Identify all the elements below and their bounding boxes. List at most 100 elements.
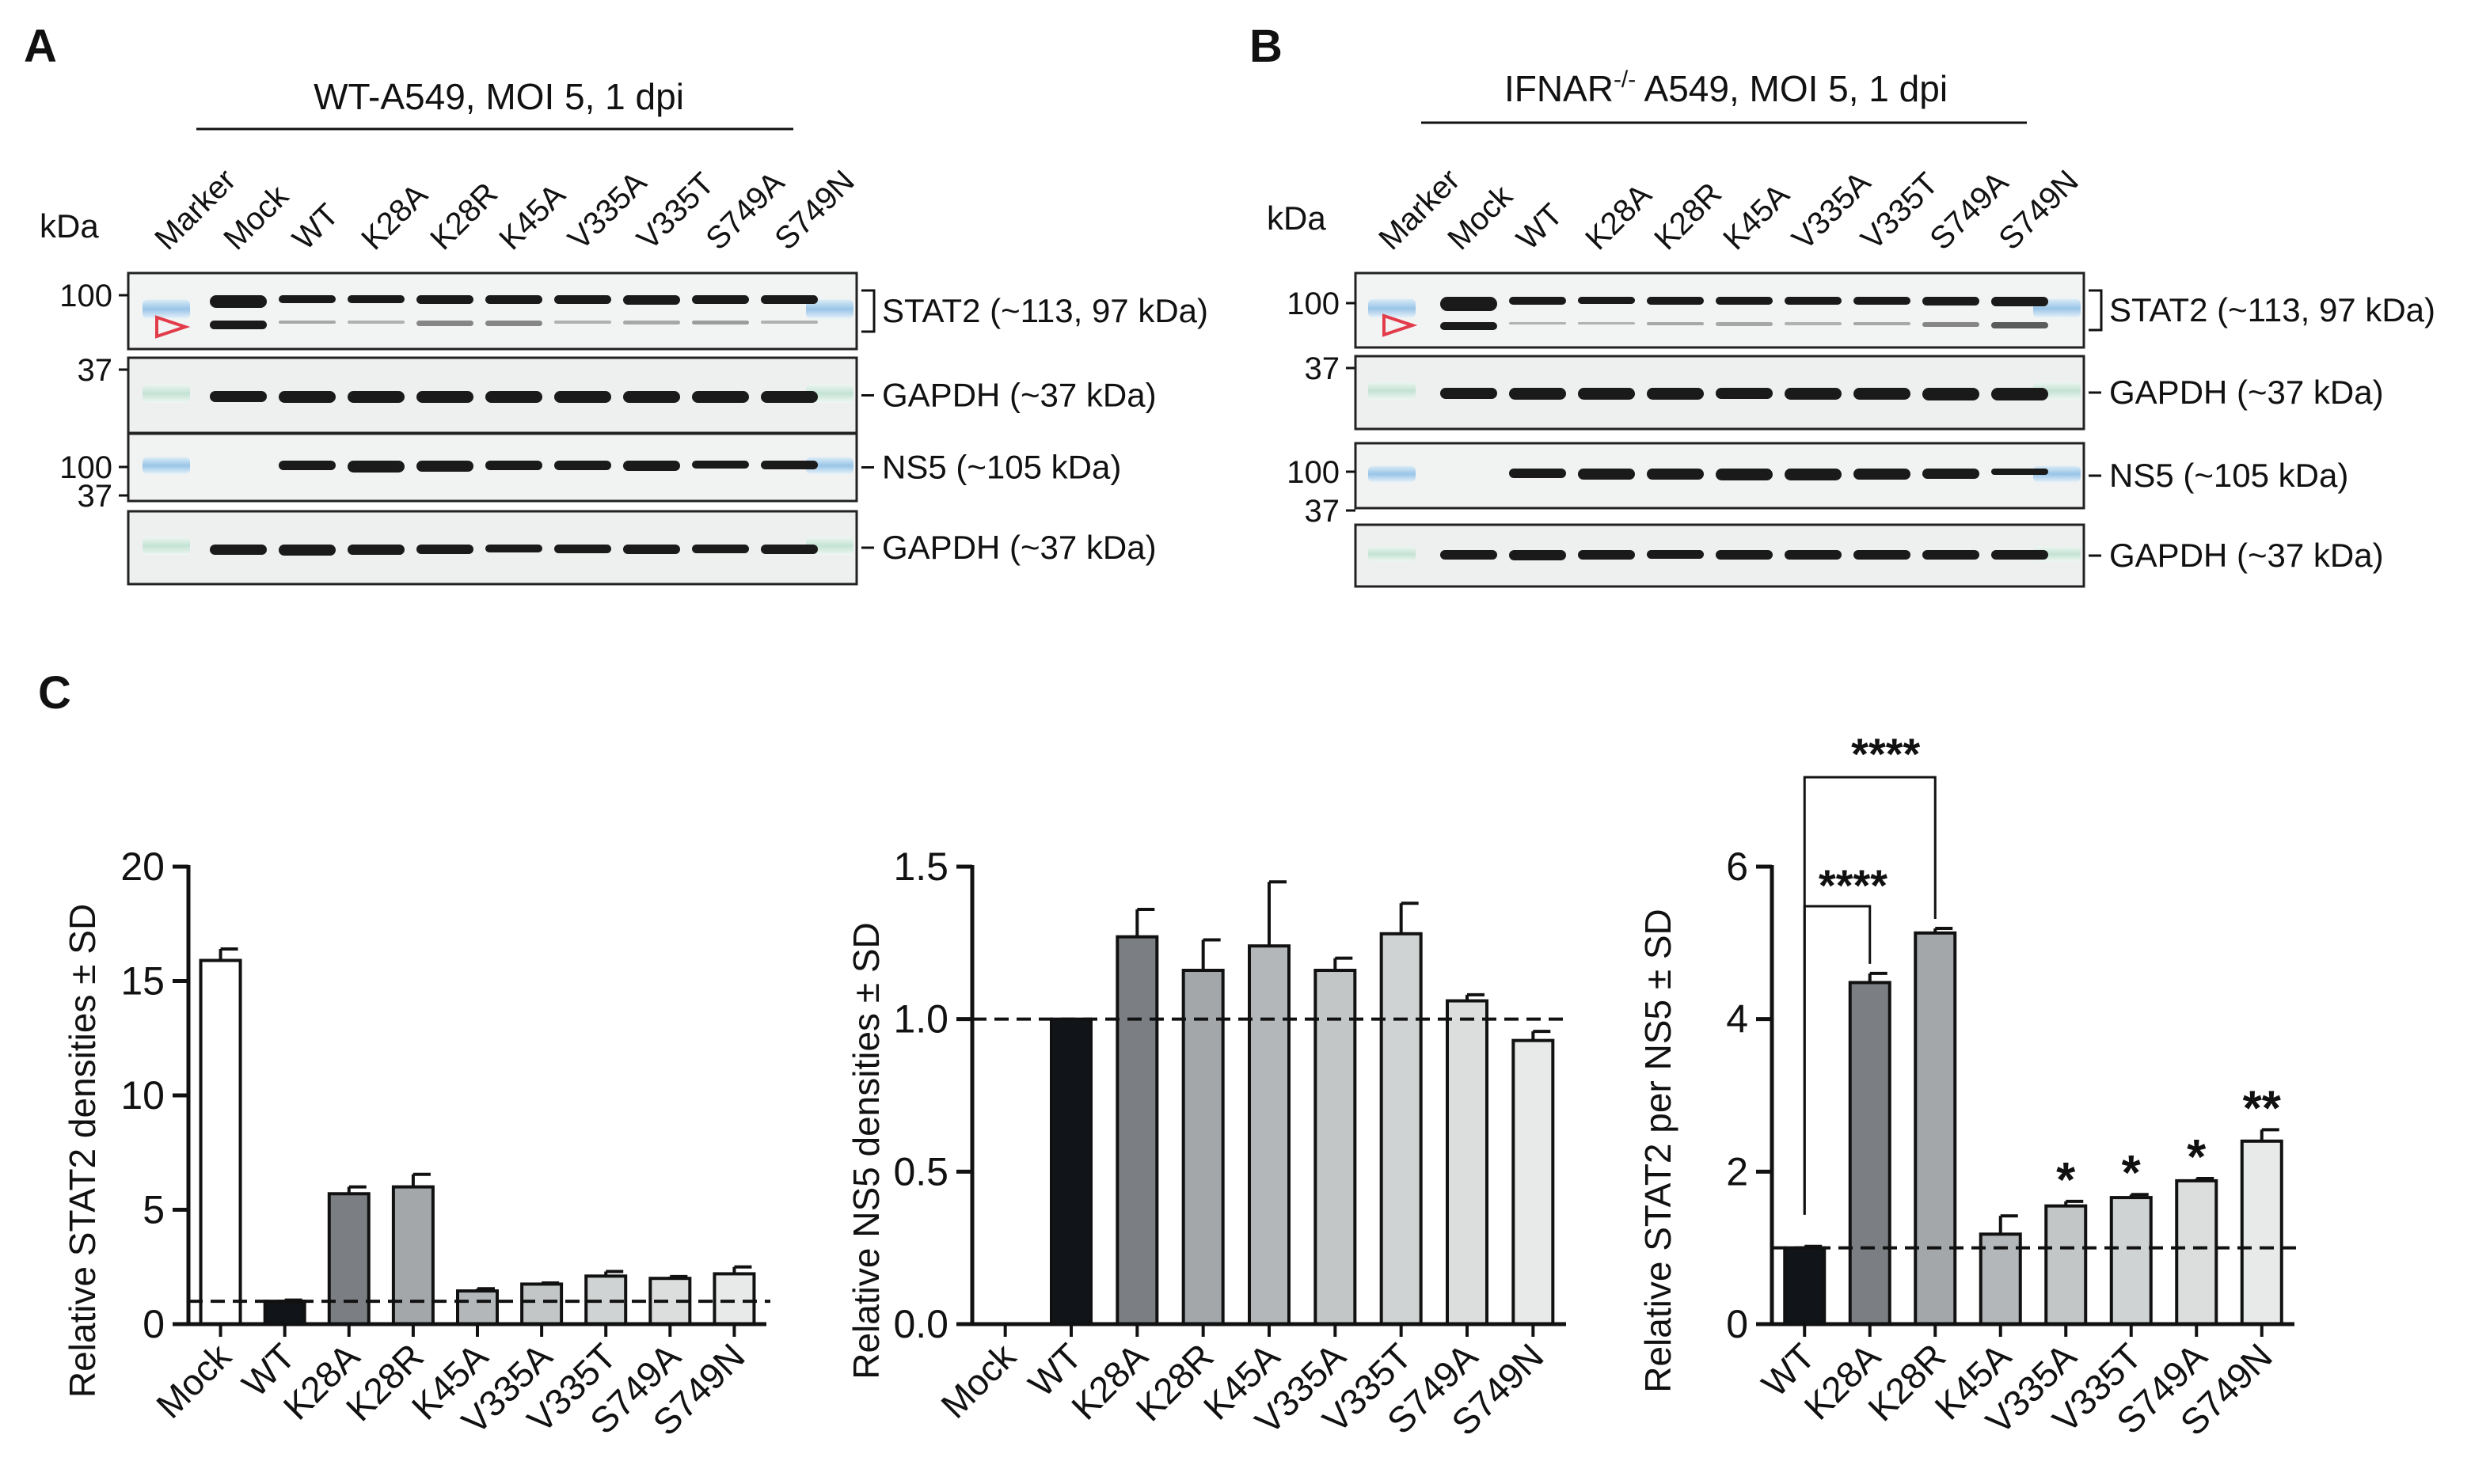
- blot-band: [1578, 322, 1635, 325]
- x-tick-label: K28R: [1128, 1335, 1222, 1429]
- blot-band: [554, 295, 611, 304]
- blot-band: [1785, 550, 1842, 560]
- ladder-smudge: [806, 299, 853, 319]
- band-bracket: [861, 289, 876, 333]
- y-tick-label: 0: [1726, 1302, 1748, 1346]
- blot-band: [416, 545, 473, 554]
- blot-band: [1922, 469, 1979, 479]
- blot-band: [1991, 388, 2048, 400]
- ladder-smudge: [143, 384, 190, 403]
- bar: [1783, 1246, 1827, 1326]
- blot-band: [485, 321, 542, 326]
- blot-band: [210, 321, 267, 329]
- blot-strip: 37 GAPDH (~37 kDa): [1305, 494, 2384, 588]
- marker-size-label: 100: [1287, 455, 1340, 490]
- significance-marker: **: [2243, 1081, 2282, 1136]
- blot-band: [1509, 469, 1566, 478]
- blot-band: [623, 295, 680, 305]
- lane-label: V335A: [1785, 165, 1877, 256]
- blot-band: [1578, 550, 1635, 560]
- blot-band: [1785, 297, 1842, 305]
- panel-b-kda-label: kDa: [1267, 199, 1326, 237]
- lane-label: WT: [1510, 197, 1569, 256]
- blot-band: [623, 321, 680, 325]
- blot-band: [1853, 388, 1910, 400]
- blot-band: [1922, 388, 1979, 400]
- blot-band: [761, 321, 818, 324]
- blot-band: [554, 321, 611, 324]
- bar: [1181, 969, 1225, 1326]
- blot-band: [348, 321, 405, 324]
- blot-band: [210, 391, 267, 402]
- blot-band: [623, 545, 680, 554]
- blot-band: [761, 391, 818, 403]
- y-tick-label: 20: [120, 844, 165, 889]
- blot-band: [1716, 469, 1773, 480]
- chart-stat2-densities: 05101520MockWTK28AK28RK45AV335AV335TS749…: [62, 844, 770, 1444]
- ladder-smudge: [1368, 298, 1416, 318]
- blot-band: [416, 391, 473, 403]
- bar: [1511, 1038, 1555, 1326]
- blot-band: [761, 461, 818, 469]
- blot-band: [692, 295, 749, 304]
- y-tick-label: 15: [120, 959, 165, 1004]
- x-tick-label: K28R: [1860, 1335, 1953, 1429]
- marker-size-label: 100: [1287, 287, 1340, 321]
- significance-bracket-label: ****: [1819, 860, 1887, 910]
- blot-band: [1991, 550, 2048, 560]
- panel-letter-c: C: [38, 667, 71, 719]
- ladder-smudge: [1368, 465, 1416, 483]
- blot-band: [1991, 297, 2048, 306]
- bar: [327, 1192, 371, 1326]
- bar: [713, 1272, 756, 1326]
- blot-band: [692, 545, 749, 553]
- blot-band: [1922, 297, 1979, 306]
- blot-band: [761, 545, 818, 554]
- blot-band: [1440, 550, 1497, 560]
- x-tick-label: Mock: [148, 1335, 239, 1426]
- blot-strip: 37 GAPDH (~37 kDa): [78, 479, 1157, 586]
- blot-band: [348, 391, 405, 403]
- lane-label: K28R: [424, 176, 504, 256]
- blot-strip: 100 NS5 (~105 kDa): [1287, 442, 2348, 510]
- blot-band: [1440, 388, 1497, 399]
- blot-band: [554, 391, 611, 403]
- bar: [2175, 1178, 2218, 1326]
- blot-band: [692, 391, 749, 403]
- bar: [391, 1185, 435, 1326]
- y-tick-label: 4: [1726, 997, 1748, 1042]
- blot-band: [1716, 322, 1773, 326]
- blot-membrane: [127, 271, 858, 351]
- blot-strip: 100 NS5 (~105 kDa): [59, 432, 1121, 503]
- blot-band: [1716, 388, 1773, 399]
- panel-letter-b: B: [1249, 21, 1283, 72]
- lane-label: V335T: [630, 166, 720, 256]
- blot-strip: GAPDH (~37 kDa): [127, 356, 1157, 435]
- blot-band: [416, 295, 473, 304]
- marker-size-label: 37: [78, 353, 113, 388]
- ladder-smudge: [143, 299, 190, 319]
- bar: [1446, 999, 1488, 1326]
- blot-band: [210, 545, 267, 555]
- blot-band: [416, 321, 473, 326]
- blot-band: [485, 295, 542, 304]
- blot-protein-label: NS5 (~105 kDa): [2109, 457, 2348, 494]
- lower-band-arrowhead-icon: [1382, 313, 1418, 337]
- blot-band: [1509, 550, 1566, 560]
- blot-band: [1922, 322, 1979, 327]
- lower-band-arrowhead-icon: [155, 315, 191, 339]
- blot-band: [623, 391, 680, 403]
- bar: [2044, 1204, 2088, 1326]
- lane-label: V335T: [1854, 166, 1944, 256]
- chart-ns5-densities: 0.00.51.01.5MockWTK28AK28RK45AV335AV335T…: [846, 844, 1570, 1444]
- blot-band: [279, 545, 336, 556]
- blot-band: [692, 461, 749, 469]
- blot-band: [348, 545, 405, 555]
- blot-band: [1647, 297, 1704, 305]
- blot-band: [1716, 550, 1773, 560]
- lane-label: S749A: [699, 165, 791, 256]
- blot-protein-label: GAPDH (~37 kDa): [2109, 374, 2384, 411]
- marker-size-label: 100: [59, 450, 112, 485]
- blot-band: [1509, 322, 1566, 325]
